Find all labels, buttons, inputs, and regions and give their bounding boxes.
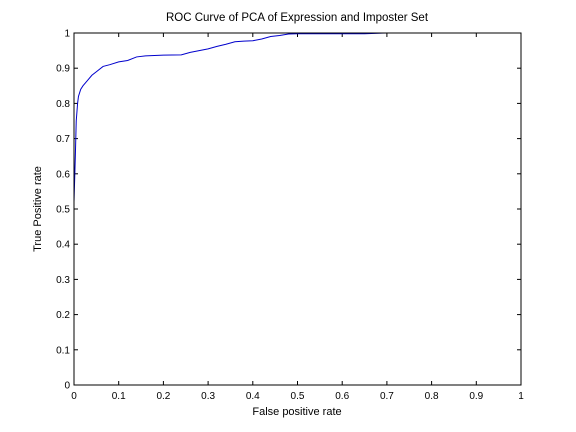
x-axis-label: False positive rate <box>252 406 341 418</box>
x-tick-label: 0.4 <box>246 391 260 402</box>
x-tick-label: 1 <box>518 391 524 402</box>
x-tick-label: 0.3 <box>201 391 215 402</box>
x-tick-label: 0.2 <box>156 391 170 402</box>
x-tick-label: 0.1 <box>112 391 126 402</box>
y-tick-label: 0.9 <box>56 64 70 75</box>
tick-label-group: 0 0.1 0.2 0.3 0.4 0.5 0.6 0.7 0.8 0.9 1 0 0.1 0.2 0.3 0… <box>56 29 524 403</box>
x-tick-label: 0.6 <box>335 391 349 402</box>
y-tick-label: 0.3 <box>56 275 70 286</box>
x-tick-label: 0.5 <box>291 391 305 402</box>
x-tick-label: 0.7 <box>380 391 394 402</box>
chart-title: ROC Curve of PCA of Expression and Impos… <box>166 12 429 24</box>
x-tick-label: 0.9 <box>469 391 483 402</box>
axes-box <box>73 32 522 386</box>
y-tick-label: 0 <box>64 381 70 392</box>
y-tick-label: 0.7 <box>56 134 70 145</box>
y-tick-label: 1 <box>64 29 70 40</box>
y-tick-label: 0.2 <box>56 310 70 321</box>
plot-area <box>74 33 521 385</box>
roc-curve-line <box>73 32 521 385</box>
y-tick-label: 0.8 <box>56 99 70 110</box>
y-tick-label: 0.4 <box>56 240 70 251</box>
y-tick-label: 0.5 <box>56 205 70 216</box>
x-tick-label: 0 <box>71 391 77 402</box>
x-tick-label: 0.8 <box>425 391 439 402</box>
y-axis-label: True Positive rate <box>32 166 44 252</box>
y-tick-label: 0.1 <box>56 345 70 356</box>
y-tick-label: 0.6 <box>56 169 70 180</box>
